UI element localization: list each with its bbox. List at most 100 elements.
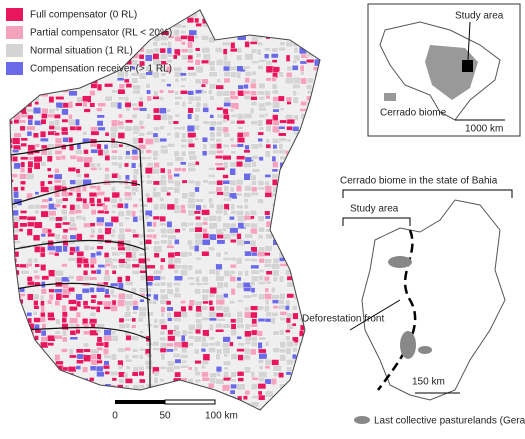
- property-patch: [123, 184, 131, 190]
- property-patch: [55, 318, 61, 325]
- property-patch: [194, 114, 200, 122]
- property-patch: [209, 114, 215, 119]
- property-patch: [208, 336, 215, 341]
- property-patch: [173, 209, 182, 214]
- property-patch: [216, 106, 224, 111]
- property-patch: [249, 210, 258, 216]
- property-patch: [89, 257, 97, 265]
- property-patch: [75, 215, 83, 220]
- property-patch: [272, 161, 279, 168]
- property-patch: [293, 10, 301, 14]
- property-patch: [41, 84, 47, 91]
- property-patch: [250, 90, 257, 96]
- property-patch: [96, 216, 105, 224]
- property-patch: [300, 29, 309, 34]
- property-patch: [27, 89, 33, 97]
- property-patch: [138, 311, 147, 318]
- property-patch: [215, 400, 222, 408]
- property-patch: [187, 66, 195, 71]
- property-patch: [235, 257, 243, 265]
- property-patch: [188, 413, 193, 420]
- property-patch: [200, 35, 210, 41]
- property-patch: [208, 60, 216, 67]
- property-patch: [166, 83, 172, 87]
- property-patch: [125, 322, 131, 329]
- property-patch: [159, 11, 168, 19]
- property-patch: [139, 354, 144, 360]
- property-patch: [33, 305, 40, 310]
- property-patch: [265, 95, 271, 100]
- property-patch: [20, 142, 27, 147]
- property-patch: [20, 156, 29, 161]
- property-patch: [194, 370, 201, 376]
- property-patch: [181, 192, 189, 200]
- property-patch: [298, 35, 306, 42]
- property-patch: [207, 167, 216, 171]
- property-patch: [222, 347, 231, 355]
- property-patch: [230, 102, 240, 110]
- property-patch: [293, 186, 302, 193]
- property-patch: [54, 203, 62, 208]
- basin-line: [10, 282, 151, 301]
- property-patch: [230, 323, 237, 330]
- property-patch: [173, 257, 182, 264]
- property-patch: [313, 161, 320, 168]
- property-patch: [13, 335, 19, 343]
- property-patch: [111, 377, 117, 382]
- property-patch: [132, 216, 139, 223]
- property-patch: [69, 179, 77, 185]
- property-patch: [321, 168, 330, 173]
- property-patch: [200, 347, 207, 353]
- property-patch: [299, 372, 309, 378]
- property-patch: [306, 30, 315, 37]
- property-patch: [321, 233, 327, 239]
- property-patch: [54, 168, 60, 174]
- property-patch: [264, 150, 271, 158]
- property-patch: [118, 292, 126, 300]
- property-patch: [167, 390, 176, 398]
- property-patch: [139, 298, 145, 303]
- property-patch: [229, 137, 235, 143]
- property-patch: [286, 173, 293, 179]
- property-patch: [173, 292, 182, 299]
- property-patch: [250, 305, 259, 311]
- property-patch: [55, 378, 63, 384]
- property-patch: [138, 370, 145, 377]
- legend-label: Normal situation (1 RL): [30, 46, 133, 57]
- property-patch: [314, 414, 322, 420]
- property-patch: [173, 179, 181, 188]
- property-patch: [194, 35, 200, 40]
- property-patch: [110, 304, 118, 312]
- property-patch: [117, 364, 123, 371]
- property-patch: [186, 124, 196, 132]
- inset-title: Study area: [455, 11, 504, 22]
- property-patch: [10, 173, 14, 178]
- gerais-patch: [388, 256, 412, 268]
- property-patch: [111, 334, 119, 342]
- property-patch: [265, 125, 272, 132]
- property-patch: [88, 245, 95, 251]
- property-patch: [222, 144, 230, 149]
- property-patch: [20, 161, 26, 168]
- property-patch: [67, 366, 77, 373]
- property-patch: [132, 203, 139, 208]
- property-patch: [258, 348, 267, 354]
- property-patch: [61, 204, 67, 209]
- property-patch: [180, 90, 188, 95]
- property-patch: [186, 59, 194, 64]
- property-patch: [117, 96, 125, 101]
- property-patch: [307, 198, 317, 202]
- property-patch: [242, 65, 251, 70]
- property-patch: [153, 269, 163, 275]
- property-patch: [250, 348, 257, 356]
- property-patch: [279, 415, 287, 420]
- property-patch: [186, 17, 195, 24]
- property-patch: [242, 28, 251, 36]
- property-patch: [68, 136, 74, 143]
- property-patch: [250, 383, 258, 391]
- property-patch: [278, 232, 287, 238]
- property-patch: [76, 300, 82, 308]
- property-patch: [215, 131, 223, 138]
- property-patch: [202, 227, 208, 234]
- property-patch: [258, 142, 264, 149]
